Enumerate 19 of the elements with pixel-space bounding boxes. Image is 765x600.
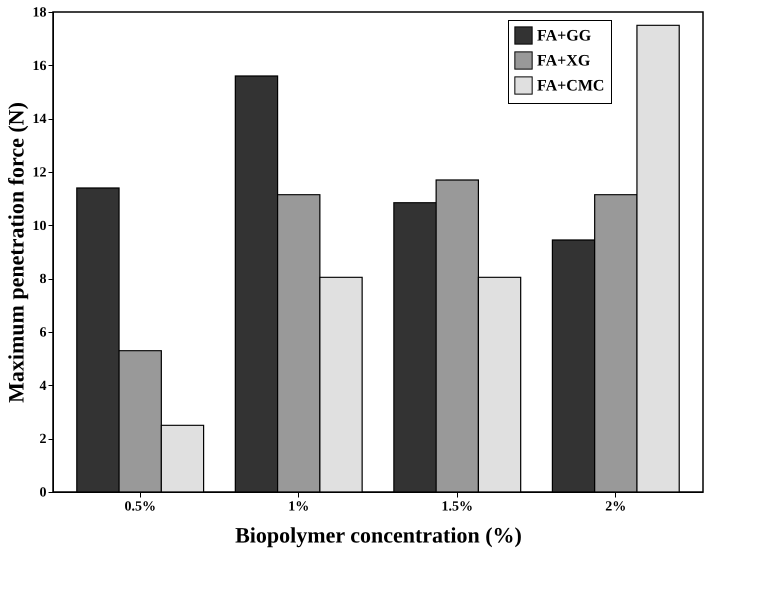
y-tick-label: 12 [32,166,46,180]
y-axis-title: Maximum penetration force (N) [4,102,28,403]
x-tick-label: 1% [288,500,310,514]
y-tick-label: 8 [40,272,46,288]
legend-label: FA+XG [537,52,591,70]
x-tick-label: 2% [605,500,626,514]
y-tick-label: 10 [32,218,46,234]
y-tick-label: 18 [32,6,46,20]
legend-label: FA+GG [537,28,592,44]
x-axis-title: Biopolymer concentration (%) [235,522,522,548]
y-tick-label: 4 [40,378,46,394]
y-tick-label: 2 [40,432,46,448]
x-tick-label: 0.5% [124,500,156,514]
legend-label: FA+CMC [537,78,604,94]
y-tick-label: 6 [40,326,46,340]
y-tick-label: 16 [32,58,46,74]
y-tick-label: 0 [40,486,46,500]
x-tick-label: 1.5% [442,500,474,514]
y-tick-label: 14 [32,112,46,128]
